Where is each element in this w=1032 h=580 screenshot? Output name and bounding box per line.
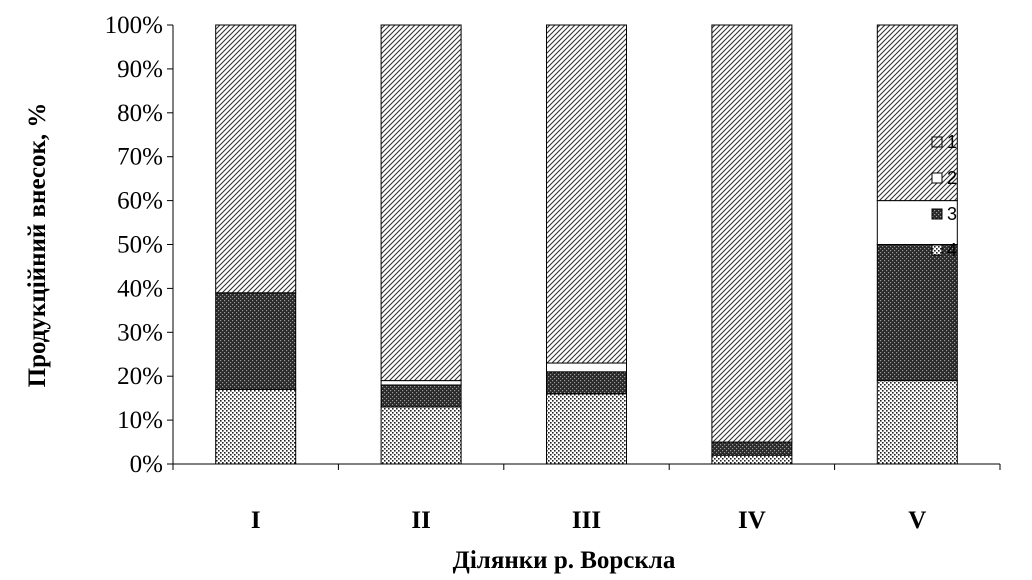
y-tick-label: 70% <box>117 144 163 171</box>
bar-segment-V-series-4 <box>876 380 958 465</box>
bar-segment-I-series-4 <box>215 388 297 465</box>
x-tick-label: I <box>251 507 261 534</box>
y-tick-label: 80% <box>117 100 163 127</box>
y-tick-label: 0% <box>130 451 163 478</box>
x-tick-label: II <box>411 507 430 534</box>
y-tick-label: 20% <box>117 363 163 390</box>
bar-segment-I-series-1 <box>215 24 297 294</box>
bar-segment-III-series-1 <box>546 24 627 364</box>
bar-segment-III-series-4 <box>546 393 627 465</box>
y-axis-title: Продукційний внесок, % <box>24 103 51 388</box>
y-axis: 0% 10% 20% 30% 40% 50% 60% 70% 80% 90% 100% <box>105 12 174 478</box>
y-tick-label: 40% <box>117 275 163 302</box>
y-tick-label: 10% <box>117 407 163 434</box>
x-tick-label: IV <box>738 507 766 534</box>
bar-segment-II-series-2 <box>380 380 462 386</box>
bar-segment-IV-series-4 <box>711 454 793 465</box>
bar-segment-V-series-3 <box>876 244 958 382</box>
legend-label: 1 <box>947 132 957 152</box>
y-tick-label: 100% <box>105 12 163 39</box>
bar-segment-V-series-1 <box>876 24 958 202</box>
bar-segment-II-series-3 <box>380 384 462 408</box>
bar-segment-IV-series-1 <box>711 24 793 443</box>
y-tick-label: 90% <box>117 56 163 83</box>
x-axis: I II III IV V <box>172 463 1001 534</box>
x-tick-label: V <box>908 507 926 534</box>
bar-segment-III-series-3 <box>546 371 627 395</box>
x-tick-label: III <box>572 507 601 534</box>
legend-label: 2 <box>947 168 957 188</box>
y-tick-label: 60% <box>117 188 163 215</box>
y-tick-label: 30% <box>117 319 163 346</box>
x-axis-title: Ділянки р. Ворскла <box>453 547 676 574</box>
bars <box>215 24 958 465</box>
legend-swatch <box>931 172 943 184</box>
legend-swatch <box>931 244 943 256</box>
bar-segment-III-series-2 <box>546 362 627 373</box>
bar-segment-V-series-2 <box>876 200 958 246</box>
bar-segment-IV-series-3 <box>711 441 793 456</box>
legend-label: 4 <box>947 240 957 260</box>
legend-label: 3 <box>947 204 957 224</box>
bar-segment-I-series-3 <box>215 292 297 390</box>
legend-swatch <box>931 208 943 220</box>
legend-swatch <box>931 136 943 148</box>
bar-segment-II-series-4 <box>380 406 462 465</box>
y-tick-label: 50% <box>117 232 163 259</box>
bar-segment-II-series-1 <box>380 24 462 382</box>
legend: 1 2 3 4 <box>931 132 957 260</box>
